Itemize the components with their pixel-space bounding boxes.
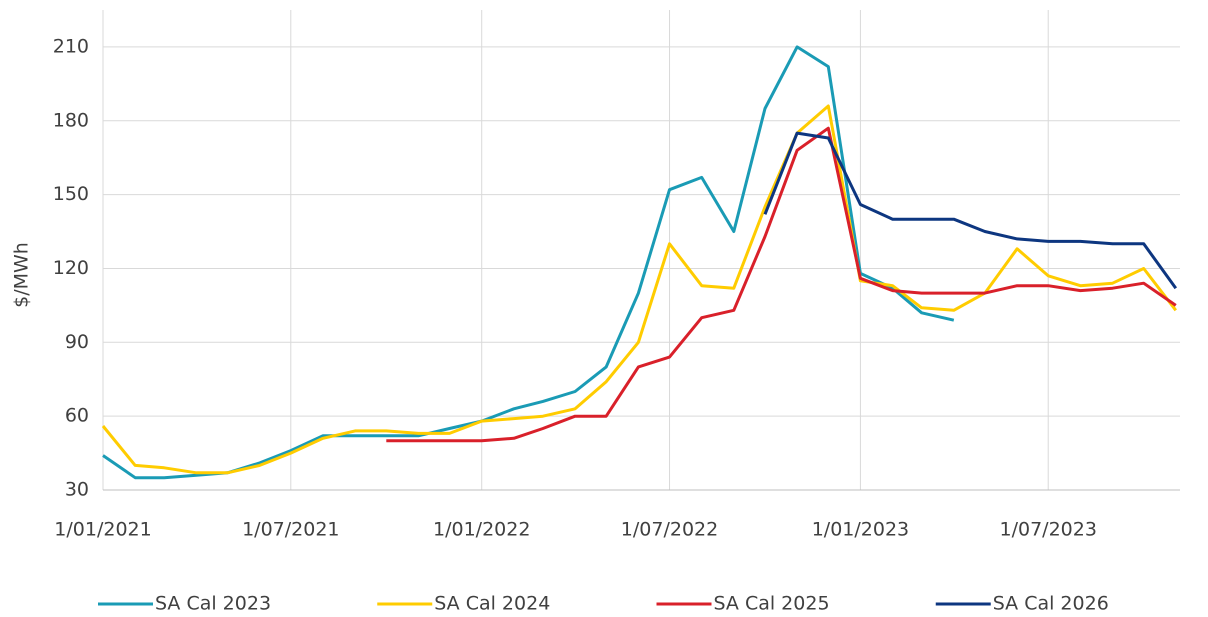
series-line [101, 104, 1177, 475]
x-tick-label: 1/01/2023 [812, 519, 909, 541]
y-tick-label: 180 [53, 109, 89, 131]
series-line [102, 45, 955, 480]
y-tick-label: 90 [65, 331, 89, 353]
x-tick-label: 1/07/2022 [621, 519, 718, 541]
y-tick-label: 30 [65, 479, 89, 501]
legend-label: SA Cal 2024 [434, 593, 550, 615]
legend-label: SA Cal 2023 [155, 593, 271, 615]
x-tick-label: 1/07/2021 [242, 519, 339, 541]
y-tick-label: 120 [53, 257, 89, 279]
y-tick-label: 60 [65, 405, 89, 427]
y-tick-label: 150 [53, 183, 89, 205]
y-axis-label: $/MWh [11, 242, 33, 308]
x-tick-label: 1/01/2021 [54, 519, 151, 541]
legend-label: SA Cal 2025 [714, 593, 830, 615]
x-tick-label: 1/07/2023 [1000, 519, 1097, 541]
x-tick-label: 1/01/2022 [433, 519, 530, 541]
series-line [386, 126, 1177, 443]
y-tick-label: 210 [53, 35, 89, 57]
series-line [763, 131, 1178, 290]
legend-label: SA Cal 2026 [993, 593, 1109, 615]
